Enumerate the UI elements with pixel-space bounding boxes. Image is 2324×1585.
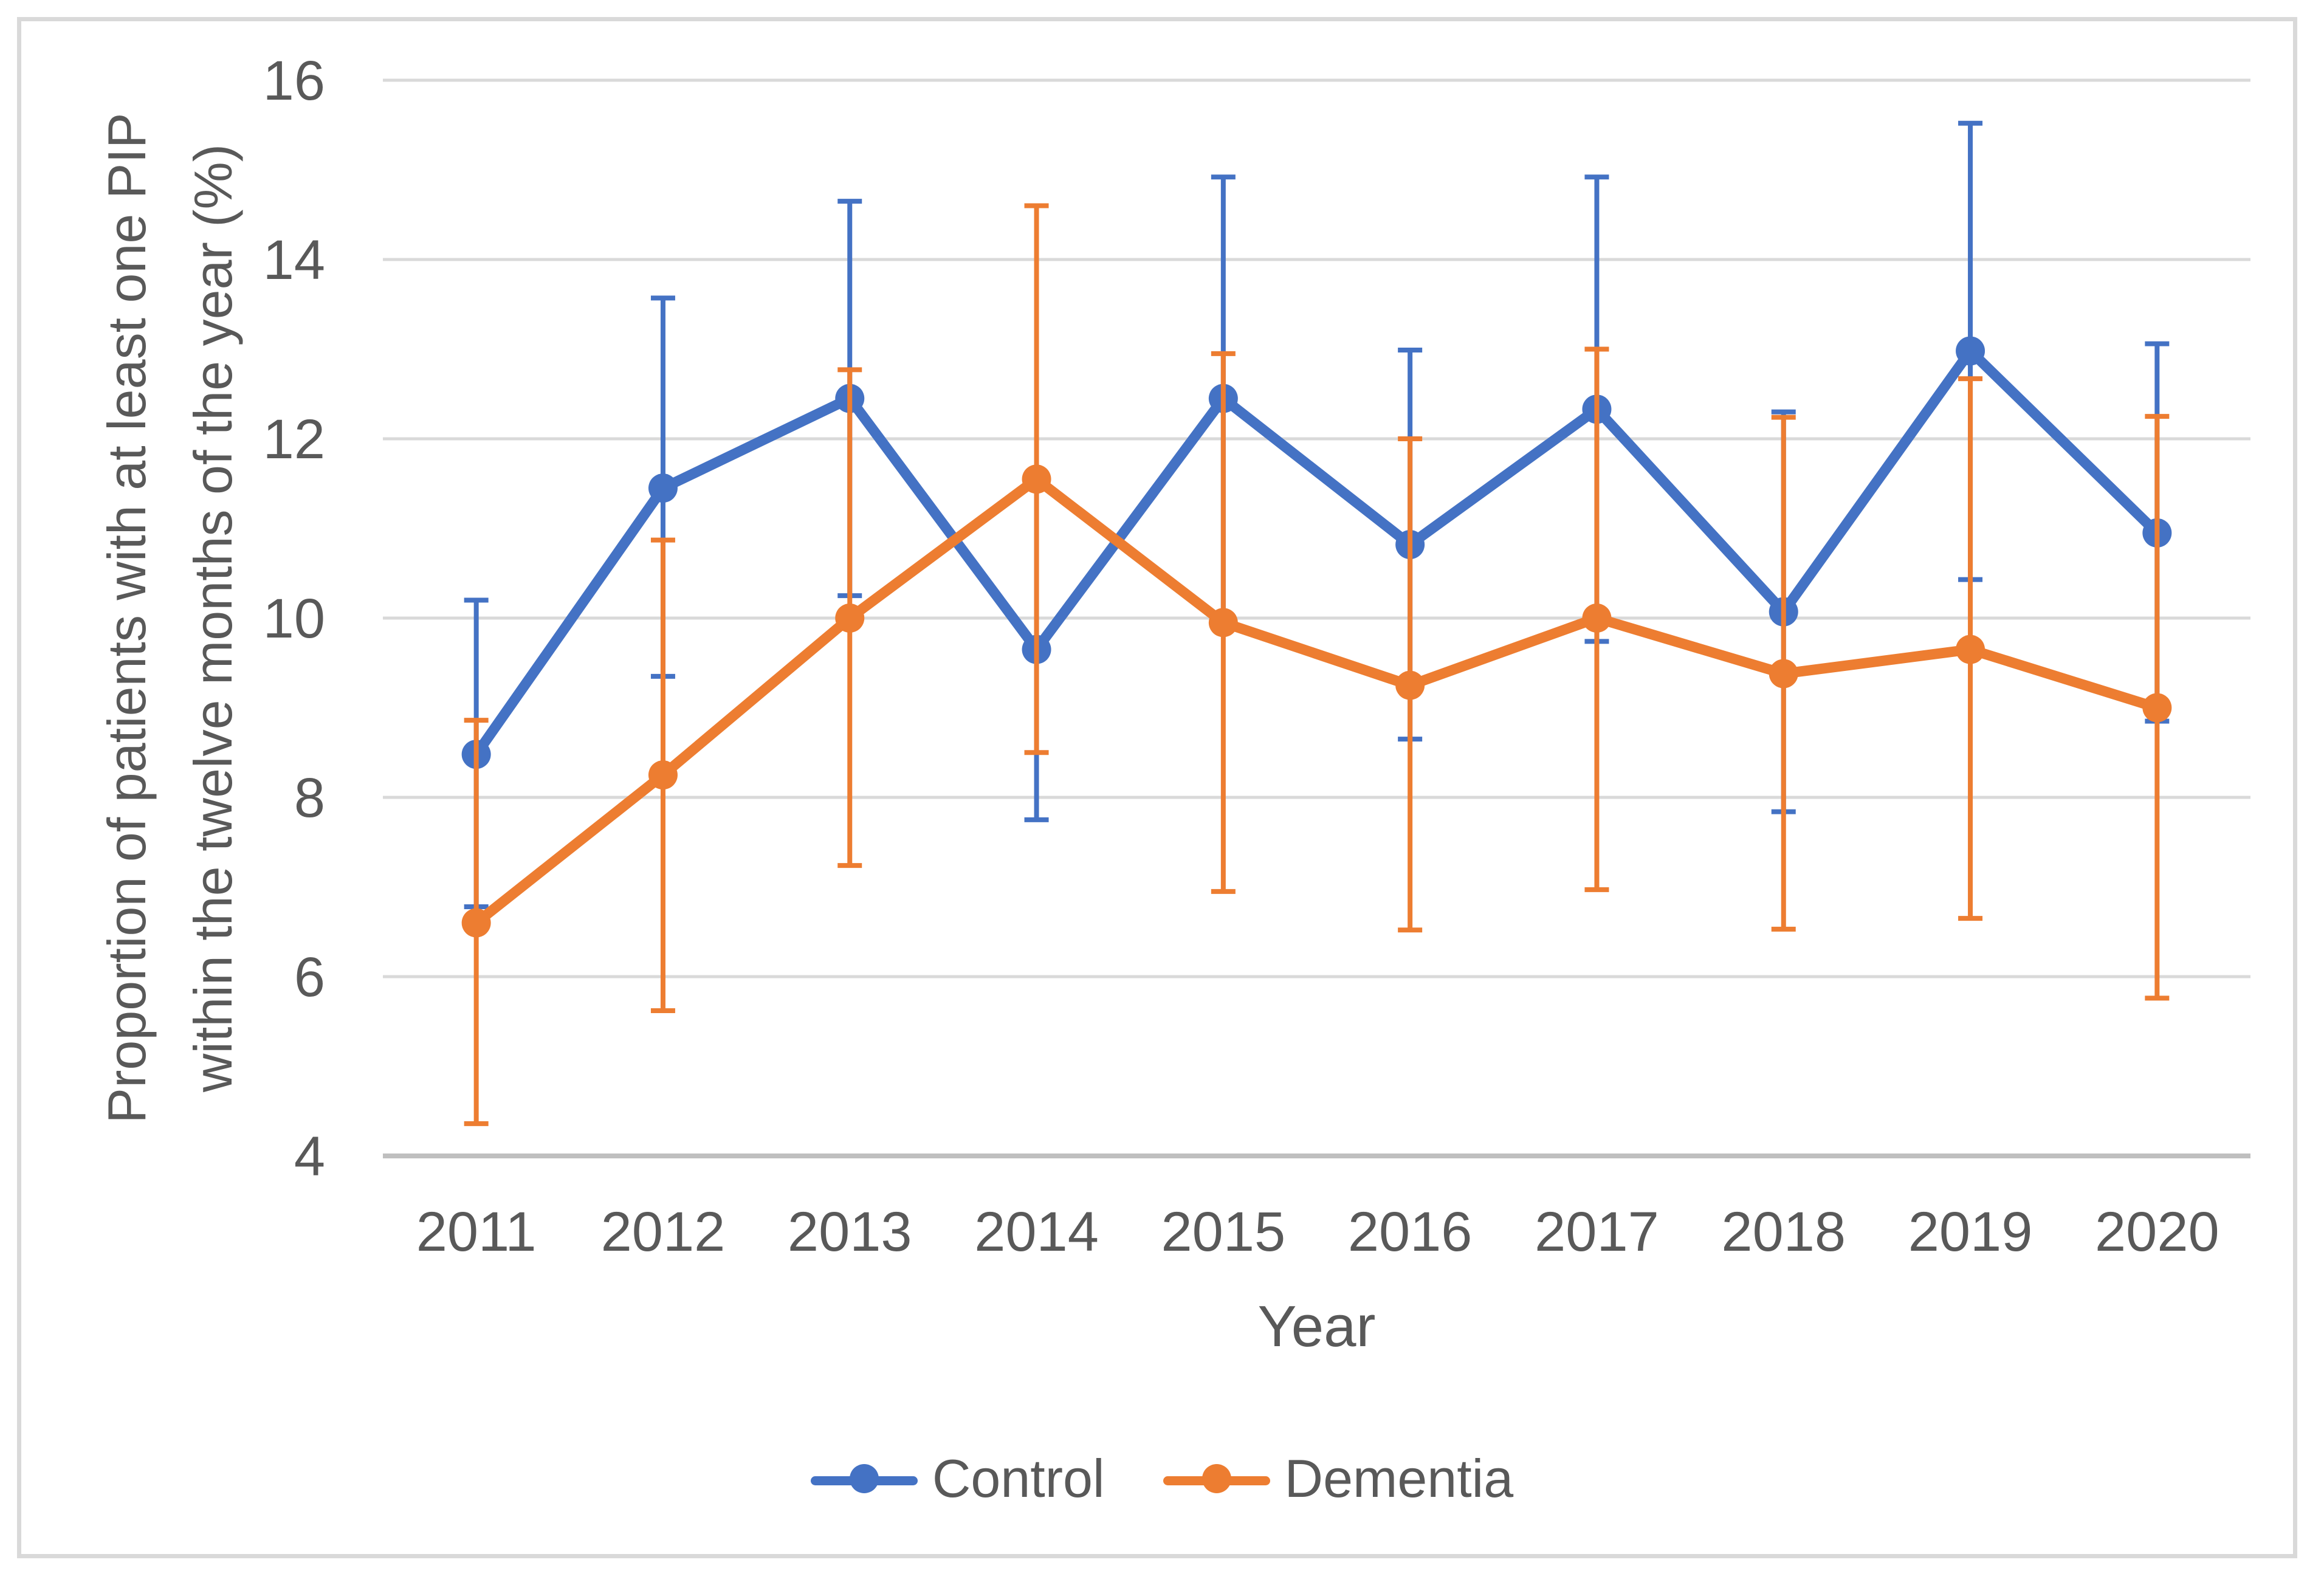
legend-label-dementia: Dementia [1284, 1448, 1514, 1508]
y-tick-label: 6 [294, 946, 325, 1008]
y-tick-label: 12 [263, 408, 325, 470]
data-point-dementia-2018 [1769, 659, 1798, 689]
y-axis-title-line1: Proportion of patients with at least one… [97, 112, 157, 1124]
data-point-dementia-2012 [648, 760, 678, 790]
x-tick-label: 2020 [2095, 1201, 2219, 1263]
x-tick-label: 2014 [974, 1201, 1099, 1263]
y-tick-label: 4 [294, 1126, 325, 1188]
legend-dot-icon [849, 1464, 879, 1493]
legend-dot-icon [1202, 1464, 1231, 1493]
x-tick-label: 2018 [1721, 1201, 1846, 1263]
legend-label-control: Control [932, 1448, 1105, 1508]
data-point-dementia-2011 [461, 908, 491, 938]
y-tick-label: 10 [263, 588, 325, 650]
y-tick-label: 14 [263, 229, 325, 291]
legend-item-control: Control [810, 1448, 1105, 1510]
data-point-control-2019 [1956, 336, 1985, 366]
x-tick-label: 2011 [416, 1201, 537, 1263]
x-axis-title: Year [1257, 1294, 1376, 1359]
data-point-dementia-2017 [1582, 603, 1612, 633]
legend: Control Dementia [0, 1439, 2324, 1518]
legend-marker-control [810, 1463, 918, 1494]
x-tick-label: 2016 [1348, 1201, 1473, 1263]
data-point-dementia-2016 [1395, 670, 1425, 700]
data-point-control-2012 [648, 473, 678, 503]
y-axis-title-line2: within the twelve months of the year (%) [183, 143, 243, 1093]
x-tick-label: 2015 [1161, 1201, 1286, 1263]
x-tick-label: 2019 [1908, 1201, 2033, 1263]
legend-marker-dementia [1163, 1463, 1270, 1494]
series-line-control [471, 345, 2162, 760]
data-point-dementia-2013 [835, 603, 865, 633]
data-point-dementia-2019 [1956, 634, 1985, 664]
series-line-dementia [471, 473, 2162, 928]
x-tick-label: 2017 [1535, 1201, 1659, 1263]
x-tick-label: 2012 [601, 1201, 726, 1263]
data-point-dementia-2020 [2142, 693, 2172, 723]
data-point-dementia-2015 [1208, 608, 1238, 638]
legend-item-dementia: Dementia [1163, 1448, 1514, 1510]
x-tick-label: 2013 [788, 1201, 912, 1263]
chart-frame [17, 17, 2297, 1558]
y-tick-label: 8 [294, 767, 325, 829]
data-point-dementia-2014 [1022, 464, 1051, 494]
y-tick-label: 16 [263, 50, 325, 112]
